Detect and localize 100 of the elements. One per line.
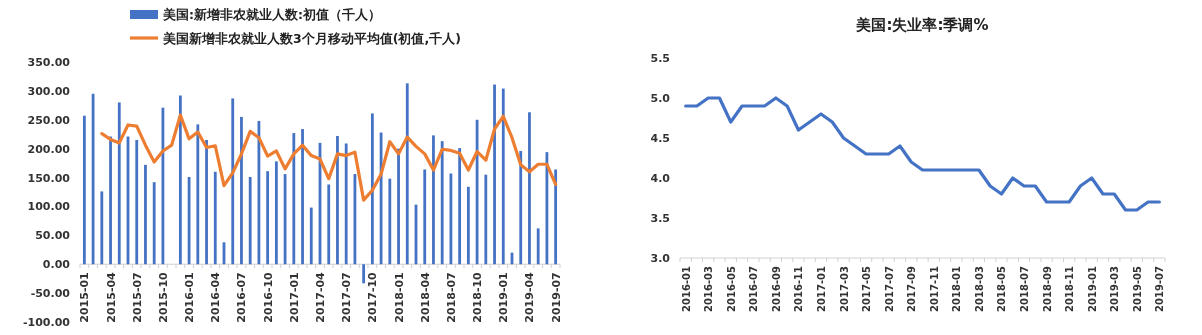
x-tick-label: 2018-11 xyxy=(1064,265,1076,312)
x-tick-label: 2016-01 xyxy=(183,272,197,323)
bar xyxy=(213,171,217,265)
bar xyxy=(248,176,252,265)
bar xyxy=(178,95,182,265)
y-tick-label: 100.00 xyxy=(27,200,71,214)
x-tick-label: 2019-01 xyxy=(497,272,511,323)
x-tick-label: 2019-07 xyxy=(549,272,563,323)
bar xyxy=(266,171,270,265)
bar xyxy=(292,133,296,265)
bar xyxy=(152,182,156,265)
bar xyxy=(501,88,505,265)
y-tick-label: 150.00 xyxy=(27,171,71,185)
x-tick-label: 2015-01 xyxy=(78,272,92,323)
bar xyxy=(458,148,462,265)
bar xyxy=(205,140,208,265)
bar xyxy=(109,136,112,265)
x-tick-label: 2018-07 xyxy=(444,272,458,323)
bar xyxy=(196,124,200,265)
x-tick-label: 2018-10 xyxy=(471,271,485,323)
x-tick-label: 2017-07 xyxy=(340,272,354,323)
x-tick-label: 2017-03 xyxy=(838,265,850,312)
x-tick-label: 2016-11 xyxy=(793,265,805,312)
y-tick-label: 5.5 xyxy=(650,52,670,65)
bar xyxy=(231,98,235,265)
x-tick-label: 2017-09 xyxy=(906,265,918,312)
y-tick-label: 4.5 xyxy=(650,132,670,145)
x-tick-label: 2018-05 xyxy=(996,265,1008,312)
bar xyxy=(274,161,278,265)
bar xyxy=(117,102,121,265)
x-tick-label: 2017-05 xyxy=(861,265,873,312)
y-tick-label: 3.5 xyxy=(650,212,670,225)
bar xyxy=(466,186,470,265)
legend-label: 美国:新增非农就业人数:初值（千人） xyxy=(162,7,381,22)
x-tick-label: 2016-07 xyxy=(235,272,249,323)
bar xyxy=(327,184,331,265)
x-tick-label: 2019-07 xyxy=(1154,265,1166,312)
x-tick-label: 2018-01 xyxy=(392,272,406,323)
y-tick-label: 250.00 xyxy=(27,113,71,127)
bar xyxy=(388,178,392,265)
bar xyxy=(301,129,304,265)
bar xyxy=(519,150,523,265)
x-tick-label: 2017-01 xyxy=(287,272,301,323)
bar xyxy=(362,264,366,284)
bar xyxy=(405,83,409,265)
x-tick-label: 2016-04 xyxy=(209,271,223,323)
bar xyxy=(528,112,531,265)
y-tick-label: 50.00 xyxy=(35,229,71,243)
bar xyxy=(135,140,139,265)
bar xyxy=(493,84,496,265)
x-tick-label: 2018-09 xyxy=(1041,265,1053,312)
x-tick-label: 2019-03 xyxy=(1109,265,1121,312)
y-tick-label: 0.00 xyxy=(42,258,71,272)
x-tick-label: 2015-07 xyxy=(130,272,144,323)
x-tick-label: 2017-07 xyxy=(883,265,895,312)
x-tick-label: 2017-11 xyxy=(928,265,940,312)
x-tick-label: 2018-07 xyxy=(1019,265,1031,312)
x-tick-label: 2017-04 xyxy=(314,271,327,323)
bar xyxy=(100,191,104,265)
x-tick-label: 2016-10 xyxy=(261,271,275,323)
y-tick-label: -100.00 xyxy=(22,316,71,329)
x-tick-label: 2016-07 xyxy=(748,265,760,312)
x-tick-label: 2016-09 xyxy=(770,265,782,312)
y-tick-label: 350.00 xyxy=(27,56,71,69)
x-tick-label: 2016-03 xyxy=(703,265,715,312)
chart-title: 美国:失业率:季调% xyxy=(855,16,989,34)
bar xyxy=(554,169,558,265)
x-tick-label: 2017-10 xyxy=(366,271,380,323)
bar xyxy=(536,228,540,265)
bar xyxy=(440,141,444,265)
bar xyxy=(423,169,427,265)
x-tick-label: 2019-04 xyxy=(523,271,537,323)
x-tick-label: 2018-04 xyxy=(418,271,432,323)
bar xyxy=(240,116,243,265)
bar xyxy=(82,115,86,265)
bar xyxy=(484,174,488,265)
bar xyxy=(144,164,147,265)
x-tick-label: 2016-05 xyxy=(725,265,737,312)
x-tick-label: 2015-04 xyxy=(104,271,118,323)
x-tick-label: 2019-01 xyxy=(1086,265,1098,312)
y-tick-label: 5.0 xyxy=(650,92,671,105)
bar xyxy=(432,135,435,265)
bar xyxy=(397,148,400,265)
bar xyxy=(370,113,374,265)
bar xyxy=(336,135,339,265)
bar xyxy=(344,143,348,265)
y-tick-label: 4.0 xyxy=(650,172,671,185)
x-tick-label: 2019-05 xyxy=(1131,265,1143,312)
x-tick-label: 2017-01 xyxy=(815,265,827,312)
line-series xyxy=(100,113,558,202)
x-tick-label: 2018-03 xyxy=(973,265,985,312)
x-tick-label: 2015-10 xyxy=(156,271,170,323)
y-tick-label: 300.00 xyxy=(27,84,71,98)
x-tick-label: 2016-01 xyxy=(680,265,692,312)
y-tick-label: 3.0 xyxy=(650,252,671,265)
bar xyxy=(309,207,313,265)
legend-label: 美国新增非农就业人数3个月移动平均值(初值,千人) xyxy=(162,31,461,46)
line-series xyxy=(684,96,1161,212)
y-tick-label: 200.00 xyxy=(27,142,71,156)
x-tick-label: 2018-01 xyxy=(951,265,963,312)
